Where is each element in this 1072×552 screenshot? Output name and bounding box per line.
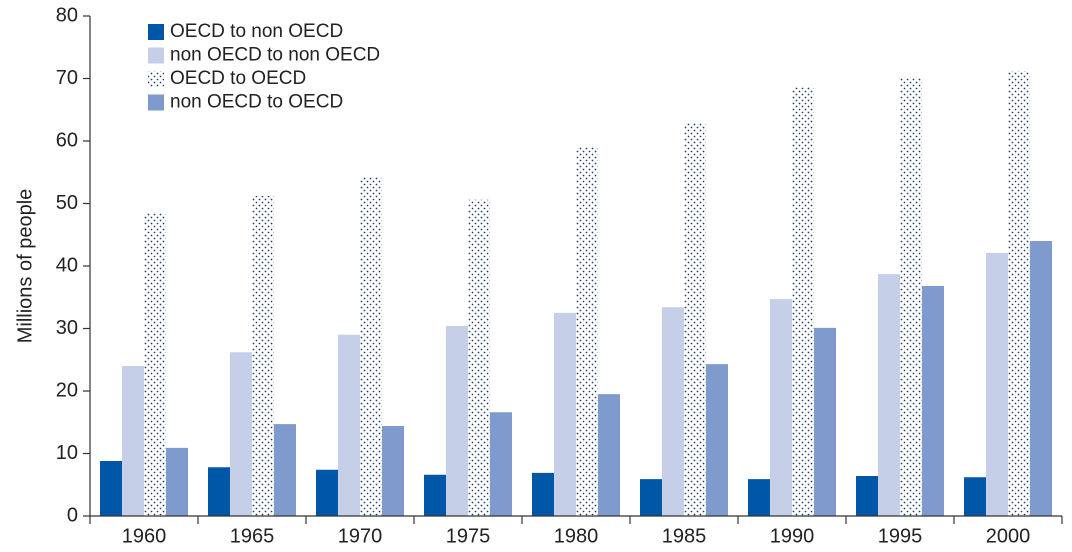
bar (964, 477, 986, 516)
legend-label: non OECD to non OECD (170, 45, 380, 66)
bar (748, 479, 770, 516)
bar (100, 461, 122, 516)
legend-swatch (148, 71, 164, 87)
y-tick-label: 50 (56, 192, 78, 214)
bar (1030, 241, 1052, 516)
x-tick-label: 1965 (230, 525, 275, 547)
bar (144, 212, 166, 516)
bar (706, 364, 728, 516)
bar (274, 424, 296, 516)
bar (684, 122, 706, 516)
y-tick-label: 30 (56, 317, 78, 339)
x-tick-label: 1990 (770, 525, 815, 547)
bar (230, 352, 252, 516)
bar (878, 274, 900, 516)
bar (922, 286, 944, 516)
y-tick-label: 70 (56, 67, 78, 89)
y-tick-label: 0 (67, 504, 78, 526)
bar (490, 412, 512, 516)
legend-label: OECD to non OECD (170, 21, 343, 42)
bar (576, 147, 598, 516)
y-tick-label: 80 (56, 4, 78, 26)
bar (208, 467, 230, 516)
bar (1008, 71, 1030, 516)
bar (554, 312, 576, 516)
bar (424, 474, 446, 516)
bar (640, 479, 662, 516)
bar (814, 327, 836, 516)
y-tick-label: 60 (56, 129, 78, 151)
bar (900, 77, 922, 516)
legend-label: non OECD to OECD (170, 92, 343, 113)
bar (792, 87, 814, 516)
legend-swatch (148, 24, 164, 40)
x-tick-label: 1980 (554, 525, 599, 547)
y-axis-label: Millions of people (14, 189, 36, 344)
x-tick-label: 1985 (662, 525, 707, 547)
bar (468, 199, 490, 516)
x-tick-label: 1960 (122, 525, 167, 547)
bar (856, 476, 878, 516)
bar (122, 366, 144, 516)
x-tick-label: 2000 (986, 525, 1031, 547)
bar (166, 447, 188, 516)
bar (662, 307, 684, 516)
bar (338, 334, 360, 516)
y-tick-label: 20 (56, 379, 78, 401)
x-tick-label: 1970 (338, 525, 383, 547)
legend-swatch (148, 94, 164, 111)
bar (770, 299, 792, 516)
legend-label: OECD to OECD (170, 68, 306, 89)
bar (382, 426, 404, 516)
bar (316, 469, 338, 516)
bar (252, 196, 274, 516)
bar (532, 472, 554, 516)
bar (446, 326, 468, 516)
bar (360, 177, 382, 516)
bar (986, 252, 1008, 516)
x-tick-label: 1975 (446, 525, 491, 547)
legend-swatch (148, 47, 164, 64)
y-tick-label: 10 (56, 442, 78, 464)
x-tick-label: 1995 (878, 525, 923, 547)
y-tick-label: 40 (56, 254, 78, 276)
bar (598, 394, 620, 516)
